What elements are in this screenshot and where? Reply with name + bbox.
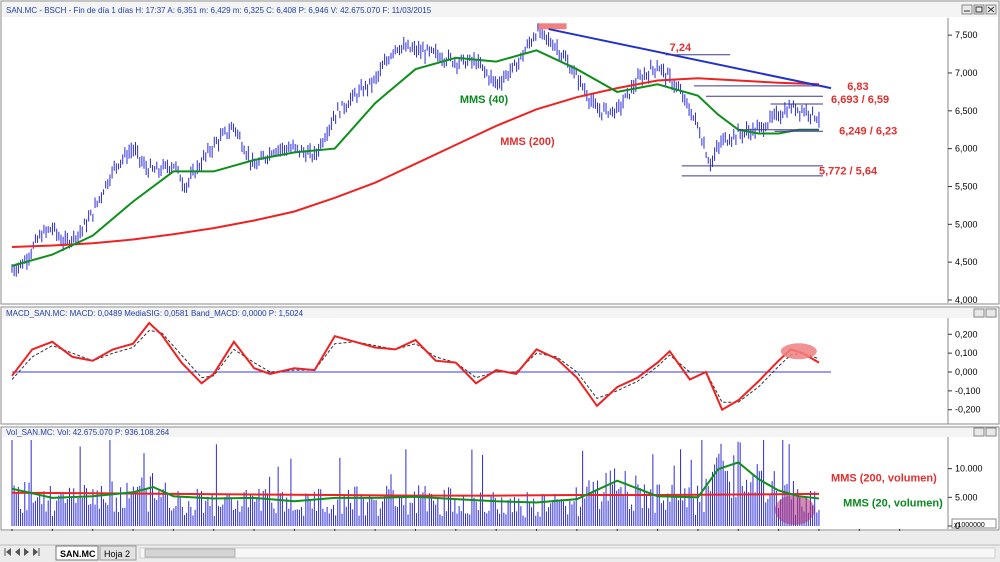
vol-mms20-label: MMS (20, volumen) (843, 498, 943, 510)
first-sheet-icon[interactable] (4, 548, 11, 556)
macd-maximize-icon[interactable] (973, 308, 985, 318)
last-sheet-icon[interactable] (33, 548, 40, 556)
vol-mms200-label: MMS (200, volumen) (831, 472, 937, 484)
macd-panel (0, 306, 1000, 425)
mms40-label: MMS (40) (460, 94, 509, 106)
annotation-5-772: 5,772 / 5,64 (819, 165, 878, 177)
svg-text:SAN.MC: SAN.MC (60, 549, 96, 559)
macd-highlight (780, 343, 817, 360)
maximize-icon[interactable] (973, 4, 985, 15)
price-ytick-label: 5,500 (955, 181, 978, 191)
macd-ytick-label: 0,200 (955, 329, 978, 339)
annotation-6-83: 6,83 (847, 81, 868, 93)
macd-header-text: MACD_SAN.MC: MACD: 0,0489 MediaSIG: 0,05… (6, 309, 304, 318)
macd-ytick-label: -0,100 (955, 386, 981, 396)
annotation-7-24: 7,24 (670, 42, 692, 54)
horizontal-scrollbar[interactable] (139, 547, 996, 559)
volume-scale-badge: x1000000 (951, 518, 997, 529)
tab-san-mc[interactable]: SAN.MC (55, 545, 99, 561)
macd-header-strip (2, 308, 998, 318)
annotation-6-249: 6,249 / 6,23 (839, 125, 897, 137)
price-ytick-label: 7,500 (955, 30, 978, 40)
vol-mms20-line (11, 461, 820, 504)
volume-ytick-label: 0 (955, 521, 960, 531)
resistance-trendline (548, 28, 832, 90)
volume-header-text: Vol_SAN.MC: Vol: 42.675.070 P: 936.108.2… (6, 428, 170, 437)
macd-ytick-label: 0,100 (955, 348, 978, 358)
volume-header-strip (2, 428, 998, 437)
price-ytick-label: 4,500 (955, 257, 978, 267)
volume-close-icon[interactable] (985, 427, 997, 437)
peak-highlight (538, 23, 567, 30)
mms200-line (11, 77, 820, 248)
close-icon[interactable] (985, 4, 997, 15)
volume-highlight (774, 494, 815, 525)
price-ytick-label: 5,000 (955, 219, 978, 229)
macd-ytick-label: -0,200 (955, 405, 981, 415)
price-ytick-label: 7,000 (955, 68, 978, 78)
price-ytick-label: 6,000 (955, 144, 978, 154)
price-panel (0, 0, 1000, 305)
volume-maximize-icon[interactable] (973, 427, 985, 437)
svg-text:Hoja 2: Hoja 2 (104, 549, 130, 559)
annotation-6-693: 6,693 / 6,59 (831, 94, 889, 106)
mms200-label: MMS (200) (500, 136, 555, 148)
volume-ytick-label: 10.000 (955, 464, 983, 474)
minimize-icon[interactable] (961, 4, 973, 15)
macd-line (11, 321, 820, 412)
next-sheet-icon[interactable] (24, 548, 29, 556)
svg-text:x1000000: x1000000 (954, 522, 985, 529)
mms40-line (11, 49, 819, 267)
price-header-strip (2, 2, 998, 17)
price-header-text: SAN.MC - BSCH - Fin de día 1 días H: 17:… (6, 6, 432, 15)
macd-close-icon[interactable] (985, 308, 997, 318)
volume-ytick-label: 5.000 (955, 492, 978, 502)
prev-sheet-icon[interactable] (15, 548, 20, 556)
tab-hoja-2[interactable]: Hoja 2 (99, 545, 137, 561)
price-ytick-label: 4,000 (955, 295, 978, 305)
vol-mms200-line (11, 491, 820, 497)
price-ytick-label: 6,500 (955, 106, 978, 116)
macd-ytick-label: 0,000 (955, 367, 978, 377)
